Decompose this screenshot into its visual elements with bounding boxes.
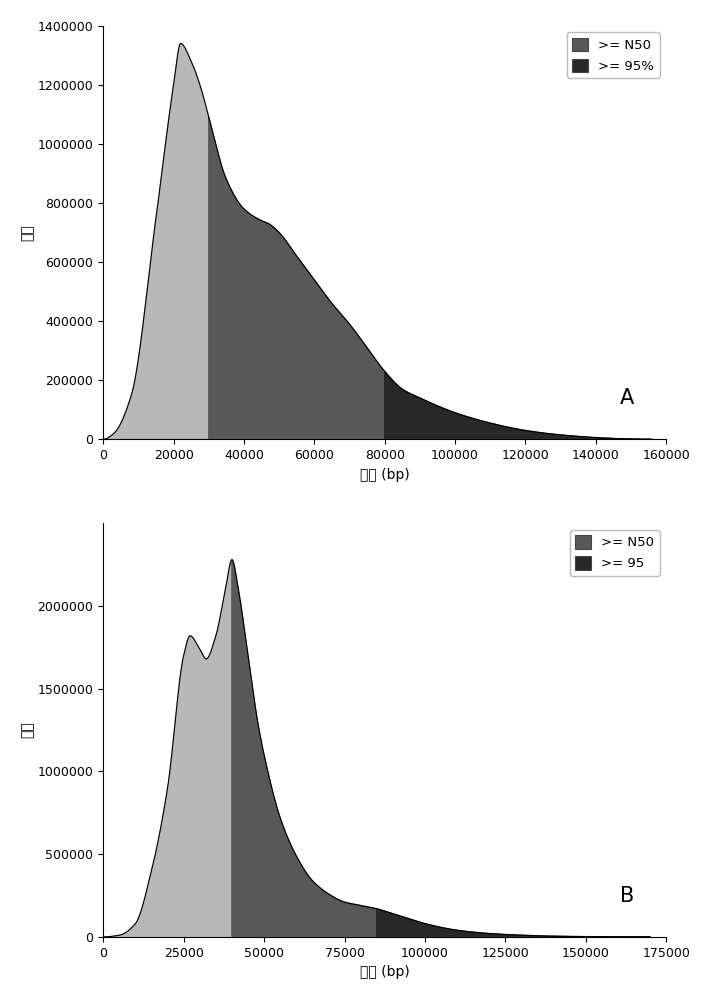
Polygon shape xyxy=(103,44,209,439)
Legend: >= N50, >= 95%: >= N50, >= 95% xyxy=(567,32,660,78)
Polygon shape xyxy=(103,560,232,937)
Y-axis label: 数量: 数量 xyxy=(21,224,35,241)
Polygon shape xyxy=(232,560,377,937)
Text: A: A xyxy=(620,388,634,408)
Polygon shape xyxy=(209,117,385,439)
Legend: >= N50, >= 95: >= N50, >= 95 xyxy=(570,530,660,576)
X-axis label: 读长 (bp): 读长 (bp) xyxy=(360,468,410,482)
Polygon shape xyxy=(377,909,650,937)
Text: B: B xyxy=(620,886,634,906)
Y-axis label: 数量: 数量 xyxy=(21,722,35,738)
Polygon shape xyxy=(385,371,652,439)
X-axis label: 读长 (bp): 读长 (bp) xyxy=(360,965,410,979)
